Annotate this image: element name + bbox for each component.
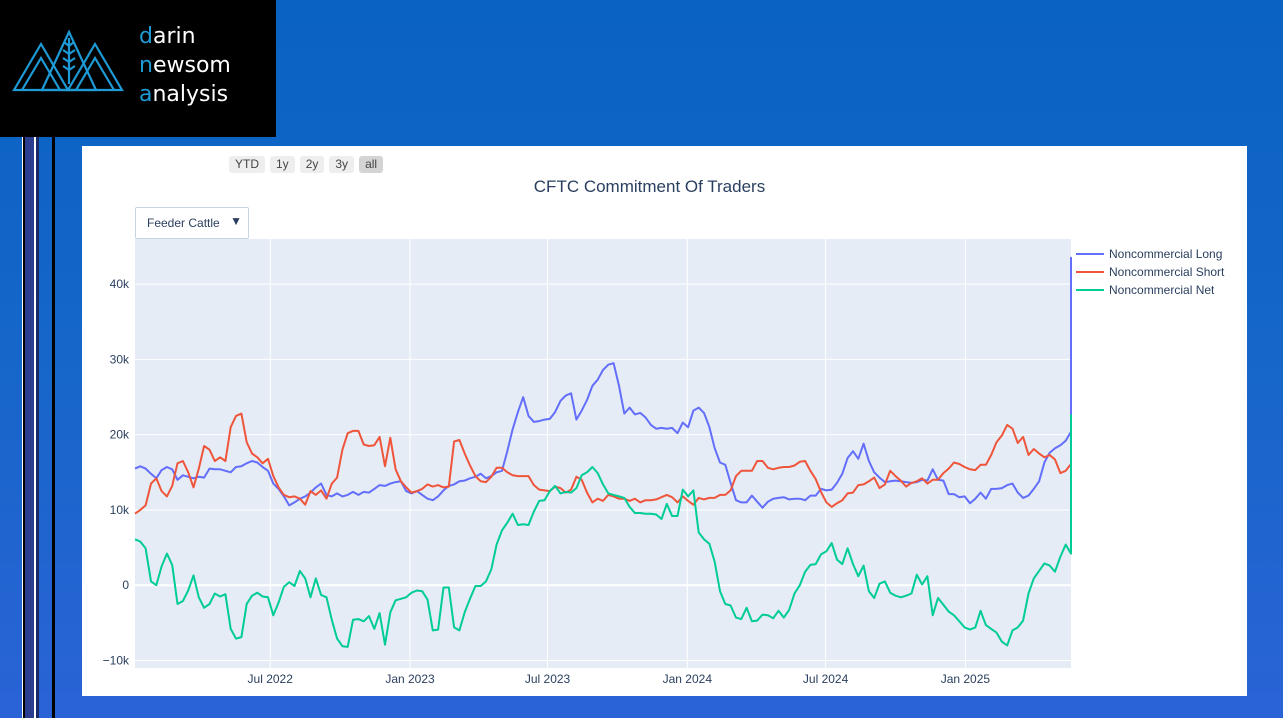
- commodity-dropdown[interactable]: Feeder Cattle ▼: [135, 207, 249, 239]
- dropdown-selected-value: Feeder Cattle: [147, 216, 220, 230]
- series-lines: [134, 256, 1072, 648]
- triangle-down-icon: ▼: [230, 214, 242, 228]
- range-button-all[interactable]: all: [359, 156, 384, 173]
- y-tick-label: 10k: [110, 503, 130, 517]
- range-button-1y[interactable]: 1y: [270, 156, 295, 173]
- y-tick-label: 0: [122, 578, 129, 592]
- range-button-ytd[interactable]: YTD: [229, 156, 265, 173]
- wheat-mountains-icon: [12, 29, 124, 92]
- x-tick-label: Jan 2024: [663, 672, 713, 686]
- logo: darin newsom analysis: [0, 0, 276, 137]
- x-tick-label: Jan 2023: [385, 672, 435, 686]
- x-axis: Jul 2022 Jan 2023 Jul 2023 Jan 2024 Jul 2024…: [248, 672, 991, 686]
- decorative-rail-shadow: [36, 137, 39, 718]
- legend-label[interactable]: Noncommercial Short: [1109, 265, 1225, 279]
- x-tick-label: Jul 2022: [248, 672, 294, 686]
- chart-card: −10k 0 10k 20k 30k 40k Jul 2022 Jan 2023 Jul 20…: [82, 146, 1247, 696]
- chart-title: CFTC Commitment Of Traders: [533, 177, 766, 196]
- range-selector: YTD 1y 2y 3y all: [229, 156, 384, 173]
- range-button-3y[interactable]: 3y: [329, 156, 355, 173]
- y-tick-label: −10k: [103, 653, 130, 667]
- legend-label[interactable]: Noncommercial Net: [1109, 283, 1215, 297]
- y-axis: −10k 0 10k 20k 30k 40k: [103, 277, 130, 667]
- logo-line-3: analysis: [139, 82, 229, 107]
- decorative-rail-inner: [24, 137, 34, 718]
- y-tick-label: 30k: [110, 352, 130, 366]
- x-tick-label: Jul 2024: [803, 672, 849, 686]
- x-tick-label: Jan 2025: [941, 672, 991, 686]
- legend: Noncommercial Long Noncommercial Short Non…: [1076, 247, 1225, 297]
- range-button-2y[interactable]: 2y: [299, 156, 325, 173]
- logo-line-1: darin: [139, 24, 196, 49]
- y-tick-label: 20k: [110, 428, 130, 442]
- logo-line-2: newsom: [139, 53, 231, 78]
- decorative-rail-edge: [23, 137, 25, 718]
- grid-lines: [135, 239, 1071, 668]
- plot-area[interactable]: [135, 239, 1071, 668]
- y-tick-label: 40k: [110, 277, 130, 291]
- series-line-noncommercial-net[interactable]: [134, 414, 1072, 648]
- x-tick-label: Jul 2023: [525, 672, 571, 686]
- decorative-rail-thin: [52, 137, 55, 718]
- legend-label[interactable]: Noncommercial Long: [1109, 247, 1222, 261]
